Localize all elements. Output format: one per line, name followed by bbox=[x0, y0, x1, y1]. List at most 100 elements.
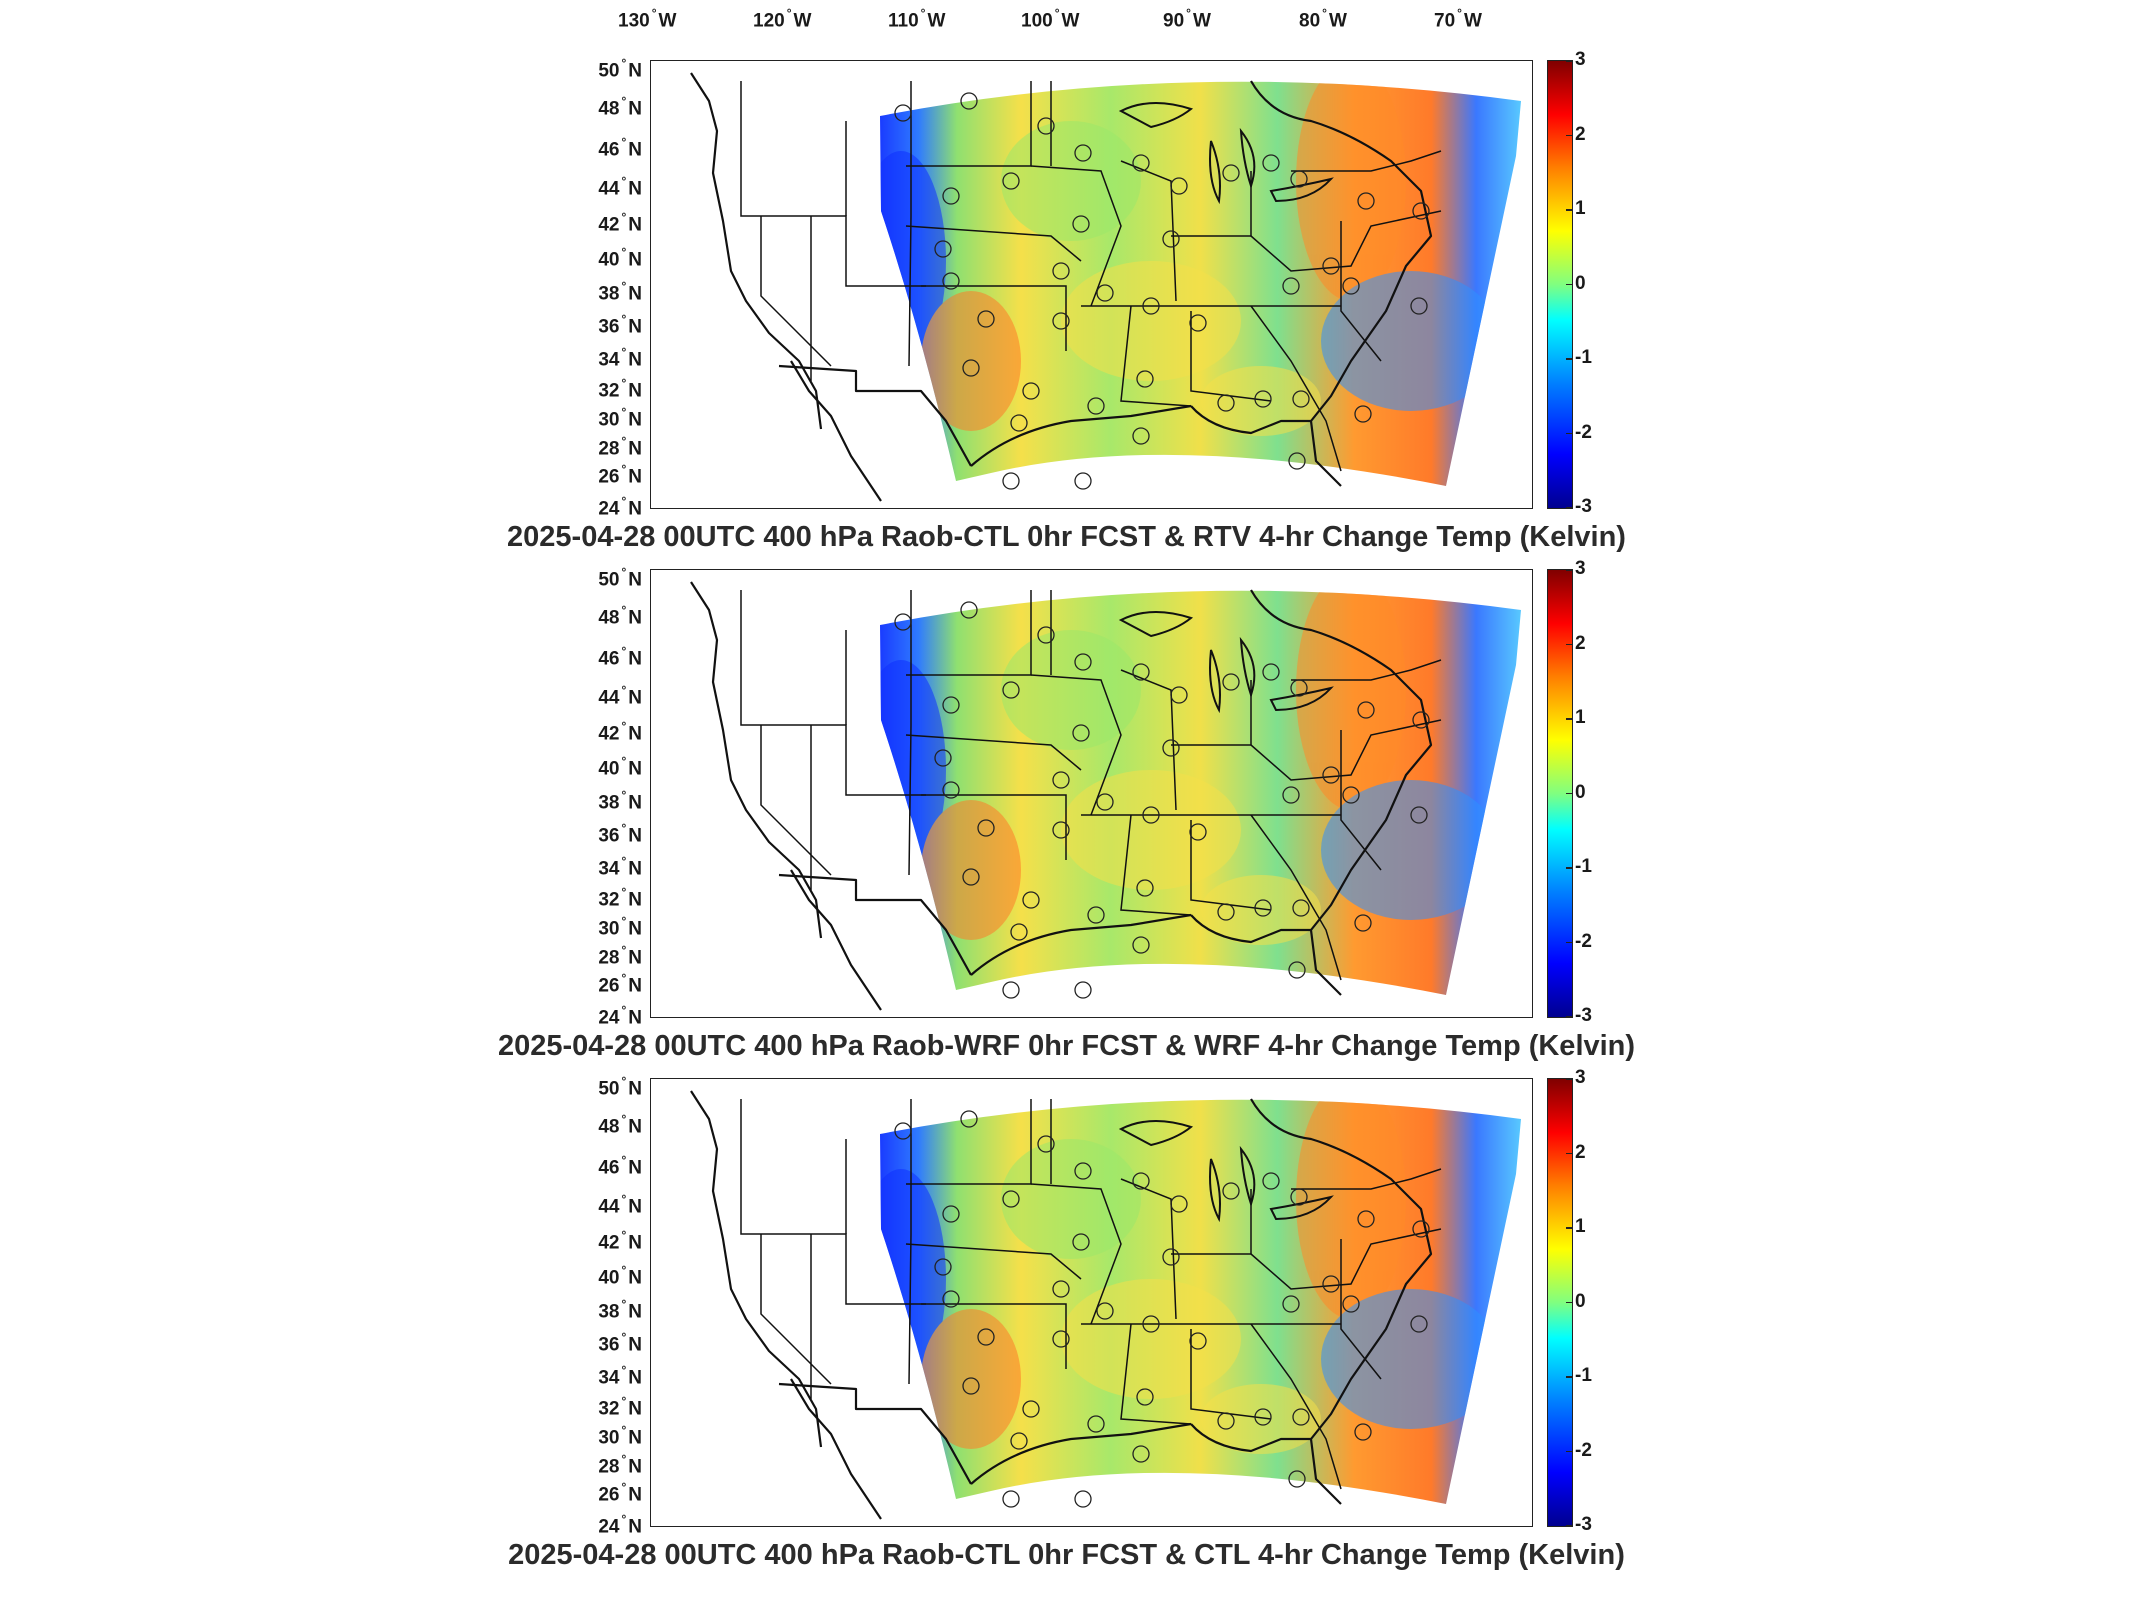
raob-station-marker[interactable] bbox=[1072, 724, 1090, 742]
raob-station-marker[interactable] bbox=[962, 359, 980, 377]
raob-station-marker[interactable] bbox=[1322, 766, 1340, 784]
raob-station-marker[interactable] bbox=[1072, 215, 1090, 233]
raob-station-marker[interactable] bbox=[942, 1205, 960, 1223]
raob-station-marker[interactable] bbox=[942, 696, 960, 714]
raob-station-marker[interactable] bbox=[1290, 170, 1308, 188]
raob-station-marker[interactable] bbox=[1010, 1432, 1028, 1450]
raob-station-marker[interactable] bbox=[1288, 961, 1306, 979]
raob-station-marker[interactable] bbox=[942, 187, 960, 205]
raob-station-marker[interactable] bbox=[1354, 405, 1372, 423]
temperature-map[interactable] bbox=[650, 1078, 1533, 1527]
raob-station-marker[interactable] bbox=[1410, 297, 1428, 315]
raob-station-marker[interactable] bbox=[1322, 257, 1340, 275]
raob-station-marker[interactable] bbox=[1217, 1412, 1235, 1430]
raob-station-marker[interactable] bbox=[1354, 1423, 1372, 1441]
raob-station-marker[interactable] bbox=[1412, 202, 1430, 220]
raob-station-marker[interactable] bbox=[1072, 1233, 1090, 1251]
raob-station-marker[interactable] bbox=[1282, 1295, 1300, 1313]
raob-station-marker[interactable] bbox=[1052, 1330, 1070, 1348]
raob-station-marker[interactable] bbox=[894, 613, 912, 631]
raob-station-marker[interactable] bbox=[1354, 914, 1372, 932]
raob-station-marker[interactable] bbox=[960, 601, 978, 619]
raob-station-marker[interactable] bbox=[1222, 1182, 1240, 1200]
raob-station-marker[interactable] bbox=[1170, 1195, 1188, 1213]
raob-station-marker[interactable] bbox=[977, 1328, 995, 1346]
raob-station-marker[interactable] bbox=[1189, 823, 1207, 841]
raob-station-marker[interactable] bbox=[1142, 806, 1160, 824]
raob-station-marker[interactable] bbox=[1022, 1400, 1040, 1418]
raob-station-marker[interactable] bbox=[1410, 1315, 1428, 1333]
raob-station-marker[interactable] bbox=[977, 310, 995, 328]
raob-station-marker[interactable] bbox=[1412, 1220, 1430, 1238]
raob-station-marker[interactable] bbox=[1170, 686, 1188, 704]
raob-station-marker[interactable] bbox=[1132, 663, 1150, 681]
raob-station-marker[interactable] bbox=[1217, 394, 1235, 412]
raob-station-marker[interactable] bbox=[1052, 771, 1070, 789]
raob-station-marker[interactable] bbox=[942, 272, 960, 290]
raob-station-marker[interactable] bbox=[1132, 936, 1150, 954]
raob-station-marker[interactable] bbox=[1282, 786, 1300, 804]
raob-station-marker[interactable] bbox=[962, 1377, 980, 1395]
raob-station-marker[interactable] bbox=[942, 781, 960, 799]
raob-station-marker[interactable] bbox=[1357, 192, 1375, 210]
raob-station-marker[interactable] bbox=[1142, 297, 1160, 315]
raob-station-marker[interactable] bbox=[1002, 681, 1020, 699]
raob-station-marker[interactable] bbox=[1189, 314, 1207, 332]
raob-station-marker[interactable] bbox=[1357, 1210, 1375, 1228]
raob-station-marker[interactable] bbox=[1087, 1415, 1105, 1433]
raob-station-marker[interactable] bbox=[1052, 262, 1070, 280]
raob-station-marker[interactable] bbox=[1132, 154, 1150, 172]
raob-station-marker[interactable] bbox=[1037, 1135, 1055, 1153]
raob-station-marker[interactable] bbox=[1132, 427, 1150, 445]
raob-station-marker[interactable] bbox=[960, 1110, 978, 1128]
raob-station-marker[interactable] bbox=[1288, 452, 1306, 470]
raob-station-marker[interactable] bbox=[934, 749, 952, 767]
raob-station-marker[interactable] bbox=[1074, 981, 1092, 999]
raob-station-marker[interactable] bbox=[1022, 382, 1040, 400]
raob-station-marker[interactable] bbox=[1292, 899, 1310, 917]
raob-station-marker[interactable] bbox=[1010, 414, 1028, 432]
raob-station-marker[interactable] bbox=[1037, 117, 1055, 135]
raob-station-marker[interactable] bbox=[1074, 144, 1092, 162]
raob-station-marker[interactable] bbox=[1002, 1490, 1020, 1508]
raob-station-marker[interactable] bbox=[1132, 1172, 1150, 1190]
raob-station-marker[interactable] bbox=[1162, 230, 1180, 248]
raob-station-marker[interactable] bbox=[1262, 1172, 1280, 1190]
raob-station-marker[interactable] bbox=[1052, 821, 1070, 839]
raob-station-marker[interactable] bbox=[1282, 277, 1300, 295]
raob-station-marker[interactable] bbox=[1217, 903, 1235, 921]
raob-station-marker[interactable] bbox=[1170, 177, 1188, 195]
raob-station-marker[interactable] bbox=[1002, 172, 1020, 190]
raob-station-marker[interactable] bbox=[1002, 1190, 1020, 1208]
raob-station-marker[interactable] bbox=[934, 240, 952, 258]
raob-station-marker[interactable] bbox=[960, 92, 978, 110]
raob-station-marker[interactable] bbox=[1052, 312, 1070, 330]
raob-station-marker[interactable] bbox=[1288, 1470, 1306, 1488]
raob-station-marker[interactable] bbox=[1292, 390, 1310, 408]
temperature-map[interactable] bbox=[650, 60, 1533, 509]
raob-station-marker[interactable] bbox=[894, 104, 912, 122]
raob-station-marker[interactable] bbox=[1322, 1275, 1340, 1293]
raob-station-marker[interactable] bbox=[1010, 923, 1028, 941]
raob-station-marker[interactable] bbox=[942, 1290, 960, 1308]
raob-station-marker[interactable] bbox=[1074, 1162, 1092, 1180]
raob-station-marker[interactable] bbox=[1052, 1280, 1070, 1298]
raob-station-marker[interactable] bbox=[1342, 1295, 1360, 1313]
raob-station-marker[interactable] bbox=[1136, 879, 1154, 897]
raob-station-marker[interactable] bbox=[1037, 626, 1055, 644]
raob-station-marker[interactable] bbox=[1087, 397, 1105, 415]
raob-station-marker[interactable] bbox=[1022, 891, 1040, 909]
raob-station-marker[interactable] bbox=[1290, 679, 1308, 697]
raob-station-marker[interactable] bbox=[1002, 981, 1020, 999]
raob-station-marker[interactable] bbox=[1136, 370, 1154, 388]
raob-station-marker[interactable] bbox=[1412, 711, 1430, 729]
raob-station-marker[interactable] bbox=[1189, 1332, 1207, 1350]
raob-station-marker[interactable] bbox=[1142, 1315, 1160, 1333]
raob-station-marker[interactable] bbox=[1222, 164, 1240, 182]
raob-station-marker[interactable] bbox=[1074, 653, 1092, 671]
raob-station-marker[interactable] bbox=[934, 1258, 952, 1276]
raob-station-marker[interactable] bbox=[962, 868, 980, 886]
raob-station-marker[interactable] bbox=[1254, 899, 1272, 917]
raob-station-marker[interactable] bbox=[1132, 1445, 1150, 1463]
raob-station-marker[interactable] bbox=[1342, 277, 1360, 295]
